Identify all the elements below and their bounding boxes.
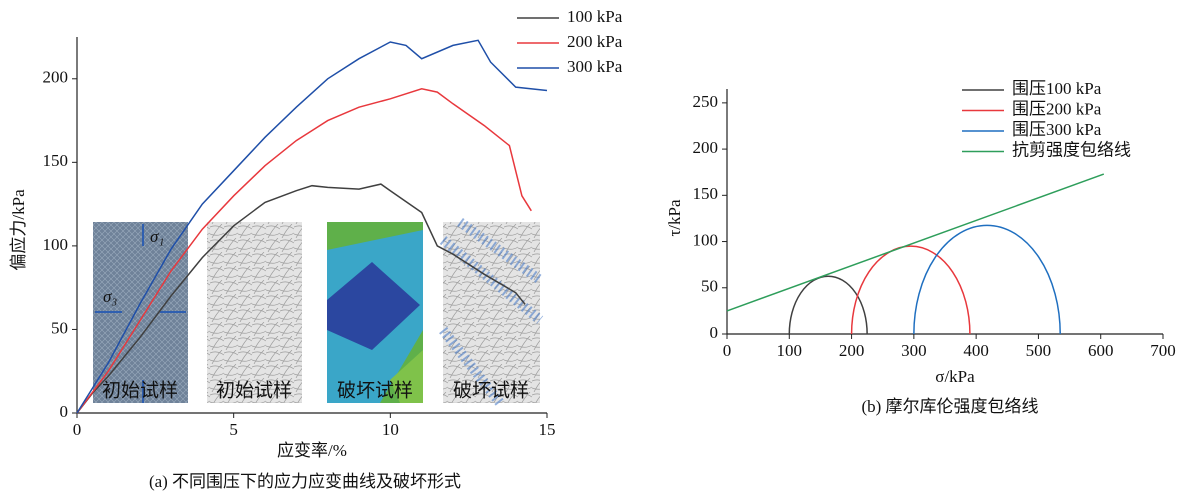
specimen-label: 初始试样 — [216, 380, 292, 402]
mohr-circle — [850, 245, 971, 335]
y-tick-label: 100 — [693, 230, 719, 249]
legend-label: 200 kPa — [567, 32, 623, 51]
series-line — [726, 173, 1105, 312]
y-tick-label: 150 — [693, 184, 719, 203]
stress-annotation: σ₁ — [150, 227, 164, 246]
x-tick-label: 200 — [839, 341, 865, 360]
y-tick-label: 200 — [43, 68, 69, 87]
x-tick-label: 0 — [723, 341, 732, 360]
y-tick-label: 100 — [43, 235, 69, 254]
caption: (b) 摩尔库伦强度包络线 — [861, 397, 1038, 416]
x-tick-label: 400 — [963, 341, 989, 360]
x-tick-label: 600 — [1088, 341, 1114, 360]
y-tick-label: 0 — [710, 323, 719, 342]
legend-label: 抗剪强度包络线 — [1012, 140, 1131, 159]
x-tick-label: 500 — [1026, 341, 1052, 360]
y-tick-label: 250 — [693, 92, 719, 111]
legend-label: 围压200 kPa — [1012, 99, 1102, 118]
specimen-images — [93, 217, 544, 407]
y-tick-label: 200 — [693, 138, 719, 157]
mohr-circle — [788, 275, 868, 335]
legend-label: 围压100 kPa — [1012, 79, 1102, 98]
specimen-label: 破坏试样 — [337, 380, 413, 402]
y-tick-label: 50 — [701, 277, 718, 296]
y-tick-label: 0 — [60, 402, 69, 421]
x-tick-label: 100 — [777, 341, 803, 360]
caption: (a) 不同围压下的应力应变曲线及破坏形式 — [149, 472, 461, 491]
x-tick-label: 0 — [73, 420, 82, 439]
x-axis-label: 应变率/% — [277, 441, 347, 460]
mohr-circle — [913, 224, 1061, 335]
legend-label: 100 kPa — [567, 7, 623, 26]
specimen-label: 破坏试样 — [453, 380, 529, 402]
stress-annotation: σ₃ — [103, 287, 117, 306]
y-tick-label: 150 — [43, 151, 69, 170]
series-line — [76, 183, 526, 414]
series-line — [76, 39, 548, 414]
x-tick-label: 700 — [1150, 341, 1176, 360]
y-axis-label: τ/kPa — [665, 199, 684, 237]
y-tick-label: 50 — [51, 318, 68, 337]
x-tick-label: 10 — [382, 420, 399, 439]
x-tick-label: 15 — [539, 420, 556, 439]
series-line — [76, 88, 532, 414]
legend-label: 围压300 kPa — [1012, 120, 1102, 139]
x-tick-label: 300 — [901, 341, 927, 360]
x-tick-label: 5 — [229, 420, 238, 439]
legend-label: 300 kPa — [567, 57, 623, 76]
x-axis-label: σ/kPa — [935, 367, 975, 386]
y-axis-label: 偏应力/kPa — [9, 189, 28, 271]
specimen-label: 初始试样 — [102, 380, 178, 402]
